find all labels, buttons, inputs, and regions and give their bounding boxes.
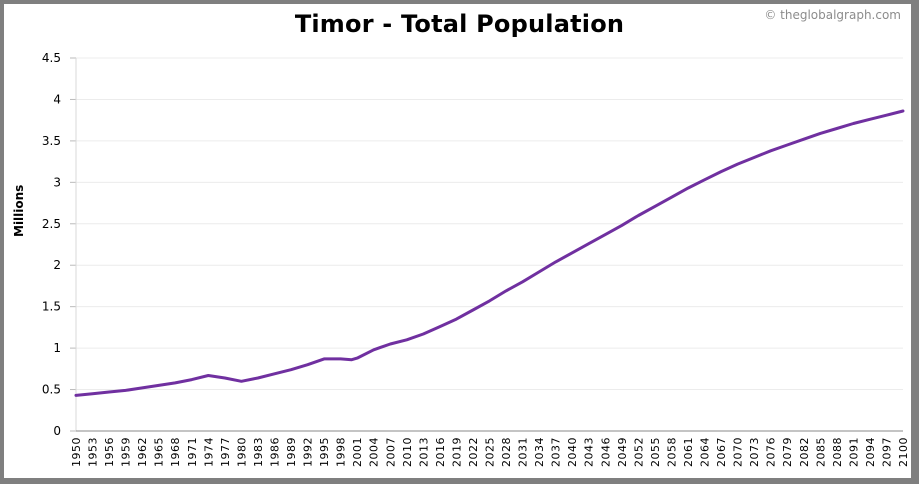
y-tick-label: 3.5: [42, 134, 61, 148]
x-tick-label: 1971: [186, 437, 199, 467]
x-tick-label: 1974: [202, 437, 215, 467]
y-tick-label: 2: [53, 258, 61, 272]
x-tick-label: 2040: [566, 437, 579, 467]
x-tick-label: 2061: [682, 437, 695, 467]
population-line: [74, 109, 905, 397]
x-tick-label: 1962: [136, 437, 149, 467]
chart-frame: [4, 4, 911, 478]
x-axis-ticks: 1950 1953 1956 1959 1962 1965 1968 1971 1974 1977…: [70, 437, 910, 467]
y-tick-label: 4: [53, 92, 61, 106]
x-tick-label: 2097: [880, 437, 893, 467]
x-tick-label: 2019: [450, 437, 463, 467]
x-tick-label: 2031: [517, 437, 530, 467]
x-tick-label: 2043: [583, 437, 596, 467]
y-tick-label: 2.5: [42, 217, 61, 231]
y-tick-label: 4.5: [42, 51, 61, 65]
y-tick-label: 0: [53, 424, 61, 438]
x-tick-label: 2028: [500, 437, 513, 467]
x-tick-label: 1983: [252, 437, 265, 467]
axes: [75, 58, 903, 432]
x-tick-label: 2091: [847, 437, 860, 467]
y-tick-label: 1: [53, 341, 61, 355]
x-tick-label: 2100: [897, 437, 910, 467]
x-tick-label: 2070: [732, 437, 745, 467]
x-tick-label: 2004: [368, 437, 381, 467]
x-tick-label: 2001: [351, 437, 364, 467]
x-tick-label: 2085: [814, 437, 827, 467]
x-tick-label: 2064: [699, 437, 712, 467]
x-tick-label: 1977: [219, 437, 232, 467]
x-tick-label: 2058: [665, 437, 678, 467]
x-tick-label: 2094: [864, 437, 877, 467]
x-tick-label: 2016: [434, 437, 447, 467]
x-tick-label: 1989: [285, 437, 298, 467]
x-tick-label: 1953: [87, 437, 100, 467]
x-tick-label: 2082: [798, 437, 811, 467]
chart-title: Timor - Total Population: [294, 10, 625, 38]
x-tick-label: 1968: [169, 437, 182, 467]
gridlines: [76, 57, 903, 391]
x-tick-label: 2025: [484, 437, 497, 467]
x-tick-label: 2055: [649, 437, 662, 467]
x-tick-label: 2046: [599, 437, 612, 467]
x-tick-label: 2067: [715, 437, 728, 467]
y-tick-label: 3: [53, 175, 61, 189]
x-tick-label: 2088: [831, 437, 844, 467]
x-tick-label: 1998: [335, 437, 348, 467]
x-tick-label: 2013: [417, 437, 430, 467]
x-tick-label: 2076: [765, 437, 778, 467]
x-tick-label: 1995: [318, 437, 331, 467]
x-tick-label: 2022: [467, 437, 480, 467]
x-tick-label: 1956: [103, 437, 116, 467]
x-tick-label: 2037: [550, 437, 563, 467]
y-tick-label: 1.5: [42, 300, 61, 314]
x-tick-label: 2079: [781, 437, 794, 467]
x-tick-label: 2052: [632, 437, 645, 467]
x-tick-label: 1980: [235, 437, 248, 467]
y-axis-ticks: 0 0.5 1 1.5 2 2.5 3 3.5 4 4.5: [42, 51, 76, 438]
x-tick-label: 2073: [748, 437, 761, 467]
x-tick-label: 1950: [70, 437, 83, 467]
x-tick-label: 1965: [153, 437, 166, 467]
y-tick-label: 0.5: [42, 383, 61, 397]
x-tick-label: 1992: [302, 437, 315, 467]
x-tick-label: 2007: [384, 437, 397, 467]
x-tick-label: 2034: [533, 437, 546, 467]
x-tick-label: 2010: [401, 437, 414, 467]
x-tick-label: 1959: [120, 437, 133, 467]
x-tick-label: 2049: [616, 437, 629, 467]
credit-text: © theglobalgraph.com: [764, 8, 901, 22]
x-tick-label: 1986: [268, 437, 281, 467]
